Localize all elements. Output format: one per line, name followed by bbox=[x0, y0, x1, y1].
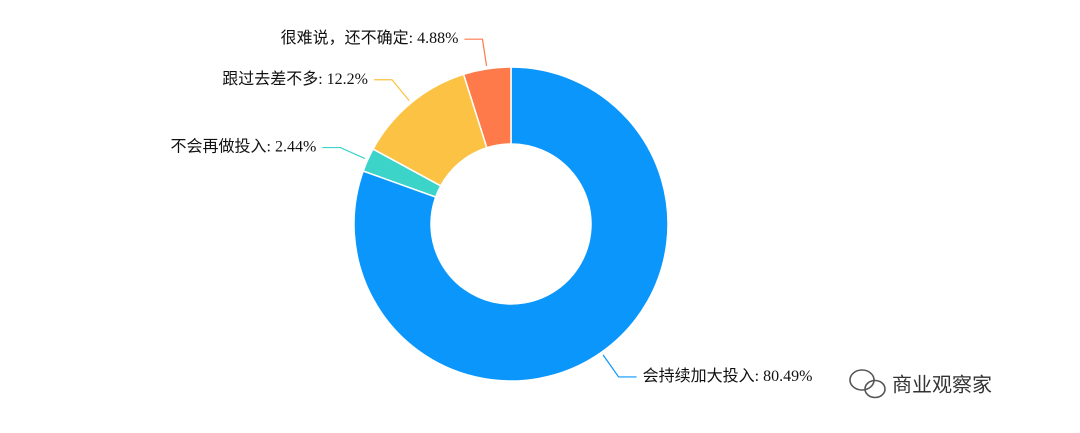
donut-slice bbox=[462, 66, 512, 149]
slice-label: 很难说，还不确定: 4.88% bbox=[281, 29, 459, 47]
value-label: : 4.88% bbox=[409, 30, 459, 47]
value-label: : 80.49% bbox=[755, 368, 813, 385]
slice-label: 跟过去差不多: 12.2% bbox=[222, 69, 368, 87]
slice-label: 不会再做投入: 2.44% bbox=[171, 137, 317, 155]
category-label: 会持续加大投入 bbox=[643, 367, 755, 385]
value-label: : 12.2% bbox=[318, 70, 368, 87]
leader-line bbox=[602, 354, 637, 378]
donut-slice bbox=[353, 66, 669, 382]
wechat-icon bbox=[849, 369, 886, 399]
leader-line bbox=[322, 146, 366, 160]
leader-line bbox=[373, 79, 410, 101]
category-label: 很难说，还不确定 bbox=[281, 29, 409, 47]
category-label: 跟过去差不多 bbox=[222, 69, 318, 87]
category-label: 不会再做投入 bbox=[171, 137, 267, 155]
slice-label: 会持续加大投入: 80.49% bbox=[643, 367, 813, 385]
value-label: : 2.44% bbox=[267, 138, 317, 155]
watermark: 商业观察家 bbox=[849, 369, 992, 399]
watermark-text: 商业观察家 bbox=[892, 373, 992, 397]
leader-line bbox=[464, 38, 488, 66]
